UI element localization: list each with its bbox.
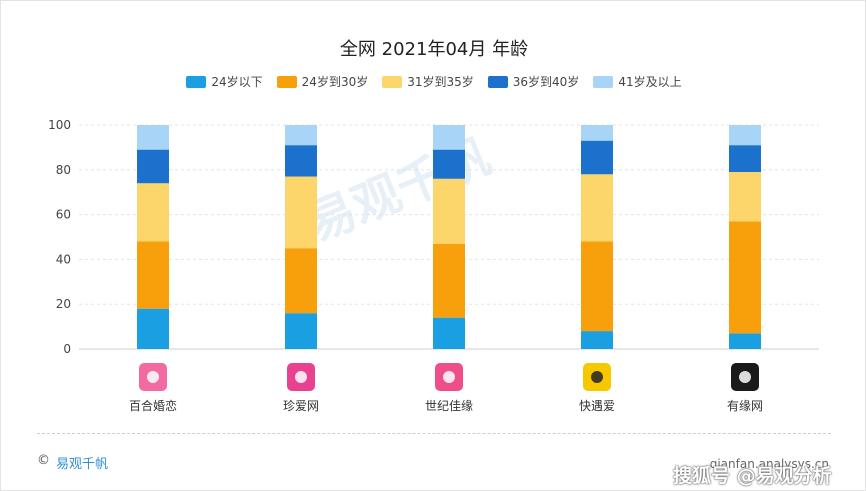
copyright-symbol: © — [37, 453, 50, 468]
bar-segment[interactable] — [581, 125, 613, 141]
youyuan-logo-icon — [731, 363, 759, 391]
x-category-label: 百合婚恋 — [129, 398, 177, 413]
bar-segment[interactable] — [729, 172, 761, 222]
y-tick-label: 80 — [56, 163, 71, 177]
jiayuan-logo-icon — [435, 363, 463, 391]
brand-name: 易观千帆 — [56, 457, 109, 472]
x-category-label: 快遇爱 — [579, 399, 615, 413]
legend-label: 41岁及以上 — [618, 75, 682, 89]
bar-segment[interactable] — [285, 145, 317, 177]
y-tick-label: 0 — [63, 342, 71, 356]
y-tick-label: 40 — [56, 252, 71, 266]
bar-segment[interactable] — [581, 140, 613, 175]
x-category-label: 有缘网 — [727, 399, 763, 413]
bar-segment[interactable] — [729, 145, 761, 173]
bar-segment[interactable] — [433, 149, 465, 179]
legend-label: 24岁到30岁 — [301, 75, 369, 89]
footer-url: qianfan.analysys.cn — [709, 457, 829, 471]
y-tick-label: 100 — [48, 118, 71, 132]
chart-title: 全网 2021年04月 年龄 — [339, 39, 529, 60]
zhenai-logo-icon — [287, 363, 315, 391]
footer-brand: © 易观千帆 — [37, 453, 108, 472]
legend-label: 31岁到35岁 — [407, 75, 474, 89]
bar-segment[interactable] — [433, 317, 465, 349]
legend-swatch — [593, 75, 614, 88]
legend-swatch — [382, 75, 403, 88]
bar-segment[interactable] — [137, 149, 169, 184]
bar-segment[interactable] — [137, 183, 169, 242]
bar-segment[interactable] — [581, 331, 613, 349]
bar-segment[interactable] — [137, 241, 169, 309]
bar-segment[interactable] — [581, 241, 613, 332]
bar-segment[interactable] — [729, 333, 761, 349]
legend-item[interactable]: 31岁到35岁 — [382, 73, 474, 90]
legend-label: 24岁以下 — [211, 75, 263, 89]
bar-segment[interactable] — [433, 243, 465, 318]
legend-label: 36岁到40岁 — [512, 75, 580, 89]
bar-segment[interactable] — [285, 176, 317, 249]
y-tick-label: 20 — [56, 297, 71, 311]
bar-segment[interactable] — [137, 125, 169, 150]
stacked-bar-chart: 0 20 40 60 80 100 百合婚恋 珍爱网 世纪佳缘 快遇爱 有缘网 — [48, 118, 819, 413]
bar-segment[interactable] — [285, 313, 317, 349]
legend: 24岁以下 24岁到30岁 31岁到35岁 36岁到40岁 41岁及以上 — [1, 73, 866, 90]
x-category-label: 世纪佳缘 — [425, 399, 473, 413]
bar-segment[interactable] — [729, 221, 761, 334]
bar-segment[interactable] — [433, 178, 465, 244]
y-tick-label: 60 — [56, 208, 71, 222]
x-category-label: 珍爱网 — [283, 399, 319, 413]
baihe-logo-icon — [139, 363, 167, 391]
sohu-watermark: 搜狐号 @易观分析 — [673, 465, 832, 487]
bar-segment[interactable] — [433, 125, 465, 150]
legend-swatch — [487, 75, 508, 88]
legend-item[interactable]: 41岁及以上 — [593, 73, 682, 90]
bar-segment[interactable] — [285, 125, 317, 146]
legend-swatch — [276, 75, 297, 88]
kuaiyuai-logo-icon — [583, 363, 611, 391]
legend-item[interactable]: 24岁以下 — [186, 73, 263, 90]
footer-divider — [37, 433, 831, 434]
bar-segment[interactable] — [137, 308, 169, 349]
legend-swatch — [186, 75, 207, 88]
bar-segment[interactable] — [729, 125, 761, 146]
legend-item[interactable]: 24岁到30岁 — [276, 73, 369, 90]
bar-segment[interactable] — [581, 174, 613, 242]
legend-item[interactable]: 36岁到40岁 — [487, 73, 580, 90]
bar-segment[interactable] — [285, 248, 317, 314]
